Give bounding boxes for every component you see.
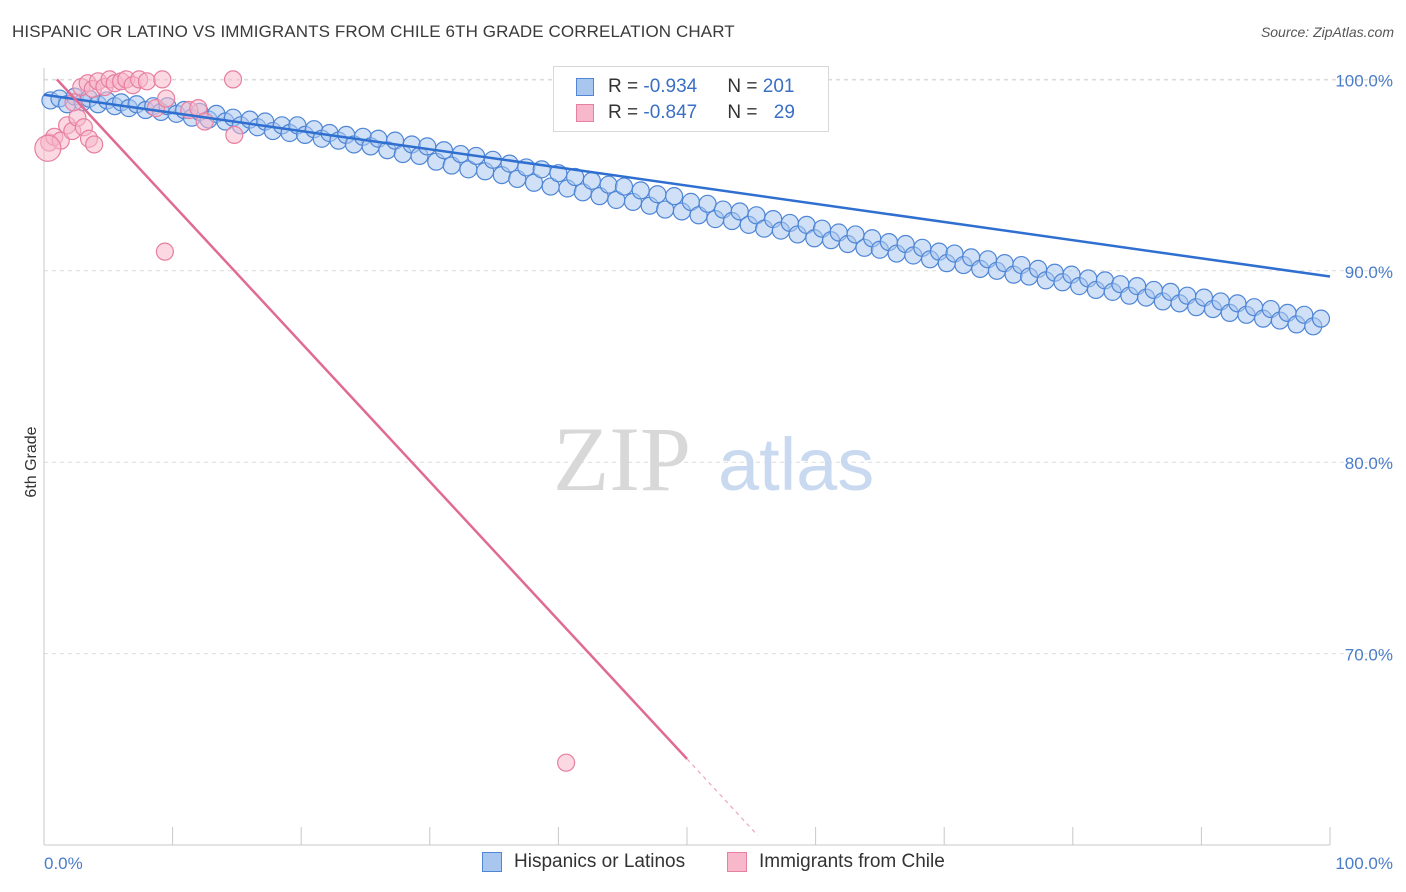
legend-row-chile: R = -0.847 N = 29 [576,101,795,125]
data-point [153,70,172,89]
source-credit: Source: ZipAtlas.com [1260,24,1394,40]
series-legend-chile[interactable]: Immigrants from Chile [727,851,945,873]
legend-n-label: N = [727,76,763,97]
data-point [698,194,717,213]
gridlines [44,78,1392,655]
data-point [599,175,618,194]
legend-n-label: N = [727,102,763,123]
series-chile-points [34,70,576,772]
data-point [582,171,601,190]
series-legend-hispanics[interactable]: Hispanics or Latinos [482,851,685,873]
data-point [557,753,576,772]
data-point [648,185,667,204]
y-tick-labels: 100.0% 90.0% 80.0% 70.0% [1335,71,1393,664]
data-point [34,134,62,162]
data-point [85,135,104,154]
data-point [157,89,176,108]
data-point [665,187,684,206]
series-legend-label: Hispanics or Latinos [514,851,686,872]
trend-line-chile [55,78,688,760]
legend-swatch-pink [576,104,594,122]
correlation-legend: R = -0.934 N = 201 R = -0.847 N = 29 [553,66,829,132]
x-tick-labels: 0.0% 100.0% [44,854,1393,873]
watermark-zip: ZIP [553,408,691,510]
y-tick-label: 100.0% [1335,71,1393,90]
legend-swatch-blue [576,78,594,96]
trend-line-chile-extension [686,758,759,836]
chart-title: HISPANIC OR LATINO VS IMMIGRANTS FROM CH… [12,22,735,41]
legend-r-label: R = [608,76,644,97]
legend-r-value: -0.847 [643,102,698,123]
y-axis-label: 6th Grade [23,426,40,497]
trend-lines [43,78,1331,836]
legend-r-label: R = [608,102,644,123]
series-hispanics-points [41,87,1331,336]
legend-row-hispanics: R = -0.934 N = 201 [576,75,794,99]
data-point [137,72,156,91]
legend-n-value: 201 [762,76,795,97]
y-tick-label: 90.0% [1345,263,1393,282]
legend-swatch-pink [727,852,747,872]
y-tick-label: 70.0% [1345,646,1393,665]
x-tick-label: 0.0% [44,854,83,873]
y-tick-label: 80.0% [1345,454,1393,473]
series-legend-label: Immigrants from Chile [759,851,945,872]
trend-line-hispanics [43,93,1331,278]
data-point [225,125,244,145]
data-point [418,137,437,156]
data-point [614,177,634,196]
x-tick-label: 100.0% [1335,854,1393,873]
legend-swatch-blue [482,852,502,872]
data-point [223,70,243,89]
legend-r-value: -0.934 [643,76,698,97]
axes [43,68,1331,846]
data-point [500,154,519,173]
data-point [155,242,174,261]
watermark-atlas: atlas [718,423,874,506]
data-point [631,181,650,200]
series-legend: Hispanics or Latinos Immigrants from Chi… [0,851,1406,877]
data-point [1311,309,1331,328]
legend-n-value: 29 [773,102,795,123]
